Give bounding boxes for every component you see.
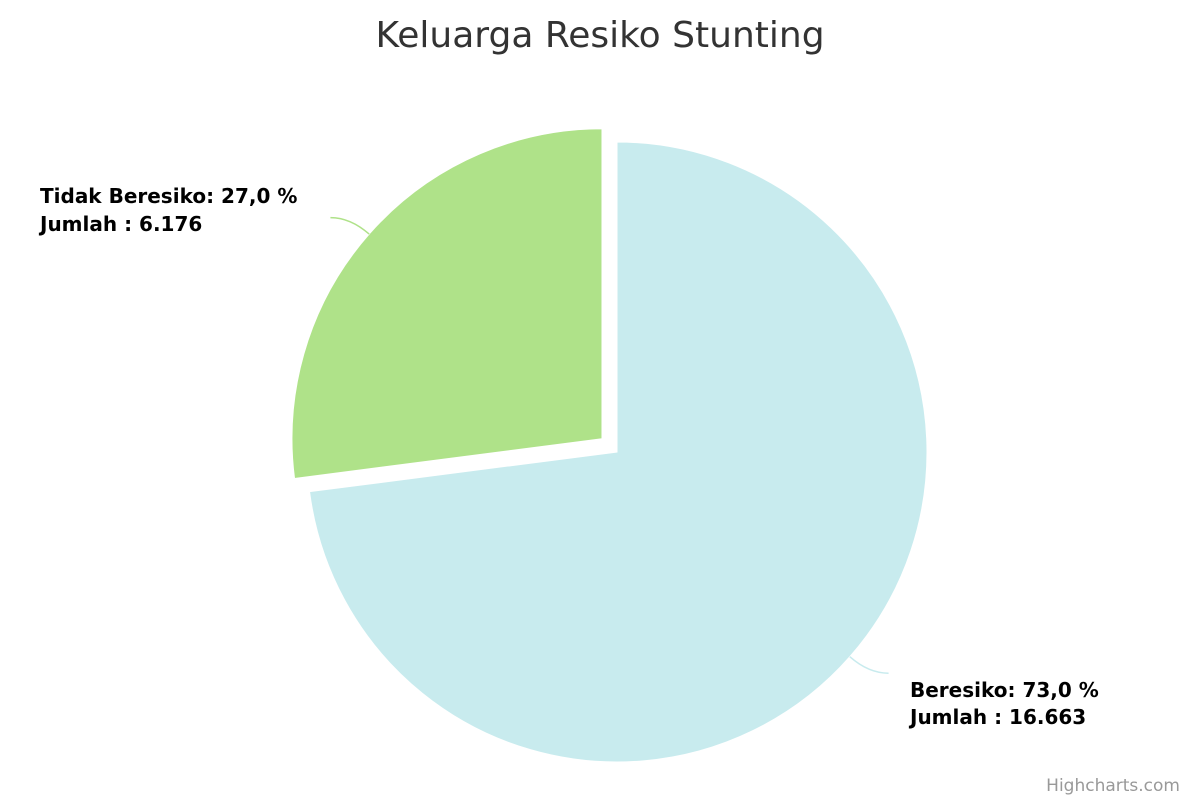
pie-slices [291,128,928,763]
data-label-beresiko-line1: Beresiko: 73,0 % [910,678,1099,702]
connector-tidak-beresiko [330,216,370,235]
data-label-beresiko-line2: Jumlah : 16.663 [908,705,1086,729]
chart-title: Keluarga Resiko Stunting [375,15,824,56]
pie-slice-beresiko[interactable] [308,141,928,763]
connector-beresiko [849,656,889,674]
credits-link[interactable]: Highcharts.com [1046,776,1180,796]
data-label-tidak-beresiko-line2: Jumlah : 6.176 [38,212,202,236]
label-connectors [330,216,889,674]
pie-slice-tidak-beresiko[interactable] [291,128,603,480]
data-label-tidak-beresiko-line1: Tidak Beresiko: 27,0 % [40,184,297,208]
